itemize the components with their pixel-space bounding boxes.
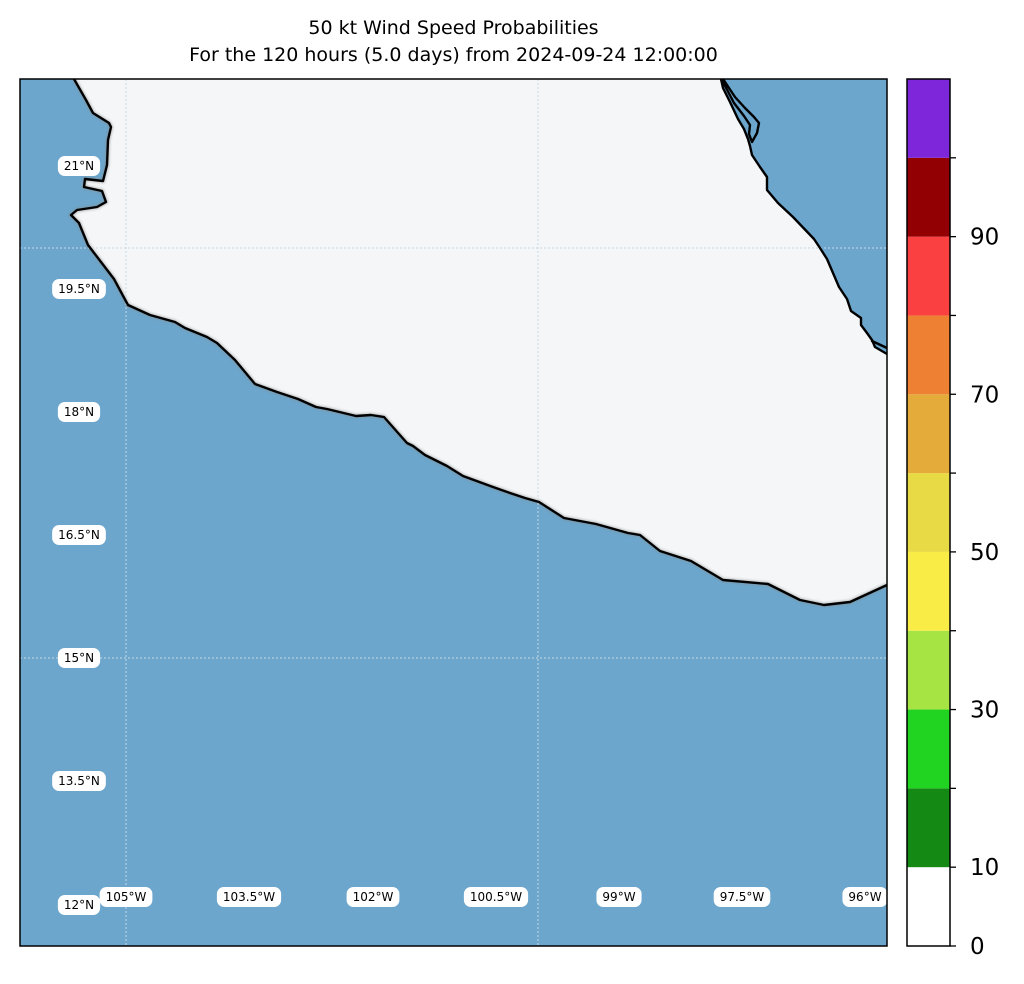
lon-label-text: 96°W xyxy=(848,890,881,904)
colorbar-bin xyxy=(907,473,950,552)
colorbar-bin xyxy=(907,157,950,237)
lon-label-text: 105°W xyxy=(106,890,147,904)
lat-label: 19.5°N xyxy=(52,279,106,299)
lat-label: 16.5°N xyxy=(52,525,106,545)
lat-label-text: 16.5°N xyxy=(58,528,100,542)
lon-label: 96°W xyxy=(842,887,887,907)
lon-label-text: 97.5°W xyxy=(720,890,765,904)
colorbar-bin xyxy=(907,788,950,868)
coastline-gulf xyxy=(719,79,887,356)
lon-label-text: 100.5°W xyxy=(470,890,522,904)
lat-label: 18°N xyxy=(57,402,101,422)
lat-label-text: 13.5°N xyxy=(58,774,100,788)
colorbar-bin xyxy=(907,315,950,395)
colorbar-tick-label: 30 xyxy=(970,698,999,724)
lon-label-text: 103.5°W xyxy=(223,890,275,904)
colorbar-bin xyxy=(907,709,950,789)
colorbar-tick-label: 10 xyxy=(970,855,999,881)
lat-label: 13.5°N xyxy=(52,771,106,791)
lat-label: 15°N xyxy=(57,648,101,668)
coastline-shore-spit xyxy=(870,339,887,350)
graticule xyxy=(20,79,887,946)
colorbar-bin xyxy=(907,551,950,631)
colorbar-bin xyxy=(907,630,950,710)
lat-label-text: 18°N xyxy=(64,405,94,419)
lon-label-text: 99°W xyxy=(602,890,635,904)
lon-label: 99°W xyxy=(596,887,642,907)
colorbar-tick-label: 90 xyxy=(970,225,999,251)
colorbar-tick-label: 50 xyxy=(970,540,999,566)
map-frame xyxy=(19,78,888,947)
colorbar-bin xyxy=(907,867,950,946)
colorbar-bin xyxy=(907,236,950,316)
lon-label-text: 102°W xyxy=(353,890,394,904)
lon-label: 103.5°W xyxy=(216,887,282,907)
lat-label: 12°N xyxy=(57,895,101,915)
colorbar-tick-label: 70 xyxy=(970,382,999,408)
lon-label: 97.5°W xyxy=(713,887,771,907)
lat-label-text: 12°N xyxy=(64,898,94,912)
colorbar: 0 10 30 50 70 90 xyxy=(906,78,999,960)
colorbar-bin xyxy=(907,394,950,474)
lat-label: 21°N xyxy=(57,156,101,176)
lon-label: 100.5°W xyxy=(463,887,529,907)
lon-label: 102°W xyxy=(346,887,400,907)
lat-label-text: 21°N xyxy=(64,159,94,173)
colorbar-bin xyxy=(907,79,950,158)
land-area xyxy=(71,79,887,605)
map-title: 50 kt Wind Speed Probabilities xyxy=(308,17,599,39)
coastline-pacific xyxy=(69,79,887,607)
coastline-lagoon xyxy=(721,79,761,144)
lat-label-text: 15°N xyxy=(64,651,94,665)
map-subtitle: For the 120 hours (5.0 days) from 2024-0… xyxy=(189,44,718,66)
lon-label: 105°W xyxy=(99,887,153,907)
lat-label-text: 19.5°N xyxy=(58,282,100,296)
colorbar-tick-label: 0 xyxy=(970,934,985,960)
colorbar-frame xyxy=(906,78,951,947)
